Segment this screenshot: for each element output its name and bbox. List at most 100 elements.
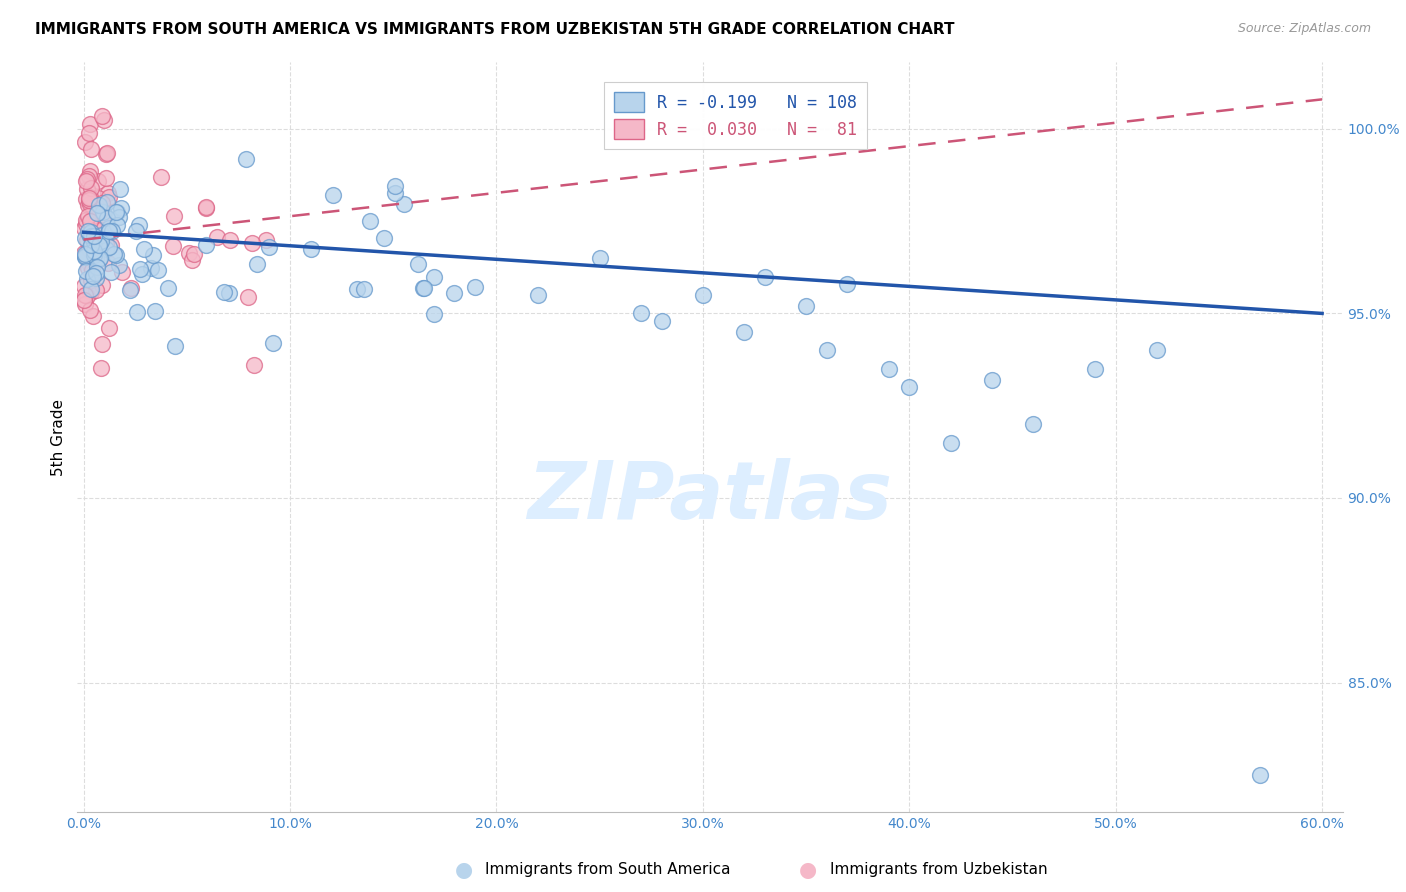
- Point: [83, 235, 105, 250]
- Point: [207, 230, 229, 244]
- Point: [111, 265, 134, 279]
- Point: [980, 373, 1002, 387]
- Point: [127, 305, 149, 319]
- Point: [236, 290, 259, 304]
- Point: [103, 247, 125, 261]
- Point: [89, 223, 111, 237]
- Point: [1022, 417, 1045, 432]
- Point: [406, 257, 429, 271]
- Point: [75, 192, 97, 206]
- Point: [83, 253, 105, 268]
- Point: [359, 214, 381, 228]
- Point: [692, 288, 714, 302]
- Point: [353, 282, 375, 296]
- Point: [79, 243, 101, 257]
- Point: [89, 204, 111, 219]
- Point: [754, 269, 776, 284]
- Point: [125, 224, 148, 238]
- Text: Immigrants from South America: Immigrants from South America: [485, 863, 731, 877]
- Point: [73, 221, 96, 235]
- Point: [87, 198, 110, 212]
- Text: ZIPatlas: ZIPatlas: [527, 458, 893, 536]
- Point: [254, 233, 277, 247]
- Point: [77, 198, 100, 212]
- Point: [98, 321, 121, 335]
- Point: [218, 233, 240, 247]
- Text: ●: ●: [456, 860, 472, 880]
- Point: [96, 211, 118, 225]
- Point: [75, 213, 97, 227]
- Point: [90, 234, 112, 248]
- Point: [79, 214, 101, 228]
- Point: [195, 238, 218, 252]
- Point: [101, 224, 124, 238]
- Point: [84, 271, 107, 285]
- Point: [75, 231, 97, 245]
- Point: [464, 280, 486, 294]
- Point: [73, 288, 96, 302]
- Point: [79, 193, 101, 207]
- Point: [108, 182, 131, 196]
- Point: [79, 225, 101, 239]
- Point: [939, 435, 962, 450]
- Point: [181, 252, 204, 267]
- Point: [86, 206, 108, 220]
- Point: [259, 240, 281, 254]
- Point: [1084, 361, 1107, 376]
- Point: [79, 303, 101, 318]
- Point: [120, 283, 142, 297]
- Point: [898, 380, 921, 394]
- Text: IMMIGRANTS FROM SOUTH AMERICA VS IMMIGRANTS FROM UZBEKISTAN 5TH GRADE CORRELATIO: IMMIGRANTS FROM SOUTH AMERICA VS IMMIGRA…: [35, 22, 955, 37]
- Point: [87, 244, 110, 258]
- Point: [90, 277, 112, 292]
- Point: [392, 197, 415, 211]
- Point: [82, 309, 104, 323]
- Point: [235, 153, 257, 167]
- Point: [80, 282, 103, 296]
- Point: [94, 147, 117, 161]
- Point: [87, 241, 110, 255]
- Point: [91, 337, 114, 351]
- Point: [134, 242, 156, 256]
- Point: [104, 248, 127, 262]
- Point: [837, 277, 859, 291]
- Point: [83, 244, 105, 258]
- Point: [77, 210, 100, 224]
- Point: [142, 248, 165, 262]
- Point: [87, 238, 110, 252]
- Point: [87, 191, 110, 205]
- Point: [195, 201, 218, 215]
- Point: [384, 186, 406, 200]
- Point: [80, 181, 103, 195]
- Point: [97, 190, 120, 204]
- Point: [79, 190, 101, 204]
- Point: [73, 293, 96, 308]
- Point: [98, 221, 121, 235]
- Point: [110, 201, 132, 215]
- Point: [77, 126, 100, 140]
- Point: [73, 279, 96, 293]
- Point: [87, 252, 110, 266]
- Point: [148, 262, 170, 277]
- Point: [97, 255, 120, 269]
- Point: [143, 304, 166, 318]
- Point: [75, 217, 97, 231]
- Point: [1249, 768, 1271, 782]
- Point: [156, 281, 179, 295]
- Point: [131, 267, 153, 281]
- Point: [422, 270, 444, 285]
- Point: [93, 113, 115, 128]
- Point: [91, 109, 114, 123]
- Point: [75, 248, 97, 262]
- Point: [183, 247, 205, 261]
- Point: [108, 210, 131, 224]
- Point: [94, 171, 117, 186]
- Point: [76, 272, 98, 286]
- Point: [86, 260, 108, 274]
- Point: [84, 213, 107, 227]
- Point: [79, 285, 101, 299]
- Point: [179, 246, 201, 260]
- Point: [149, 170, 172, 185]
- Point: [815, 343, 838, 358]
- Point: [877, 361, 900, 376]
